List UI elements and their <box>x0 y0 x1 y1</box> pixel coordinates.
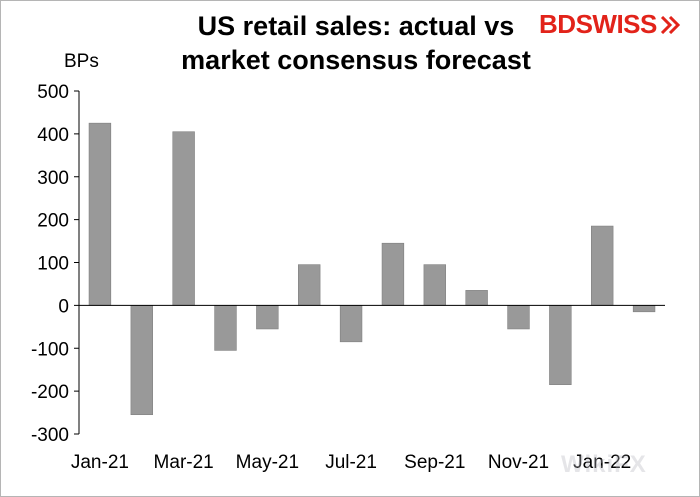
bar-may-21 <box>256 305 279 330</box>
bar-jul-21 <box>339 305 363 343</box>
bar-feb-22 <box>632 305 656 313</box>
bar-jan-21 <box>88 122 112 306</box>
logo-text-bd: BD <box>539 9 576 39</box>
y-axis-label: BPs <box>64 51 99 72</box>
y-tick-label: 300 <box>37 168 69 189</box>
x-tick-label: Jul-21 <box>325 452 377 473</box>
bar-sep-21 <box>423 264 446 306</box>
x-tick-label: Jan-21 <box>71 452 129 473</box>
bar-jun-21 <box>298 264 321 306</box>
chart-title: US retail sales: actual vs market consen… <box>81 9 631 77</box>
bdswiss-logo: BD SWISS <box>539 9 682 40</box>
bar-oct-21 <box>465 290 488 306</box>
bar-feb-21 <box>130 305 153 416</box>
bar-apr-21 <box>214 305 237 351</box>
watermark-text: WikiFX <box>561 451 647 478</box>
chart-title-line-1: US retail sales: actual vs <box>197 11 515 41</box>
bar-aug-21 <box>381 242 405 306</box>
y-tick-label: 0 <box>58 296 69 317</box>
chart-title-line-2: market consensus forecast <box>181 45 531 75</box>
x-tick-label: Mar-21 <box>154 452 214 473</box>
x-tick-label: Sep-21 <box>404 452 465 473</box>
bar-jan-22 <box>591 225 614 306</box>
logo-text-swiss: SWISS <box>575 9 658 39</box>
y-tick-label: -300 <box>31 425 69 446</box>
y-tick-label: 200 <box>37 211 69 232</box>
x-tick-label: Nov-21 <box>488 452 549 473</box>
y-tick-label: 500 <box>37 82 69 103</box>
x-tick-label: May-21 <box>236 452 299 473</box>
x-tick-label: Jan-22 <box>573 452 631 473</box>
y-tick-label: -200 <box>31 382 69 403</box>
bar-nov-21 <box>507 305 530 330</box>
y-tick-label: 100 <box>37 254 69 275</box>
logo-chevrons-icon <box>660 15 680 34</box>
bar-dec-21 <box>549 305 572 385</box>
bar-mar-21 <box>172 131 195 306</box>
y-tick-label: -100 <box>31 339 69 360</box>
y-tick-label: 400 <box>37 125 69 146</box>
